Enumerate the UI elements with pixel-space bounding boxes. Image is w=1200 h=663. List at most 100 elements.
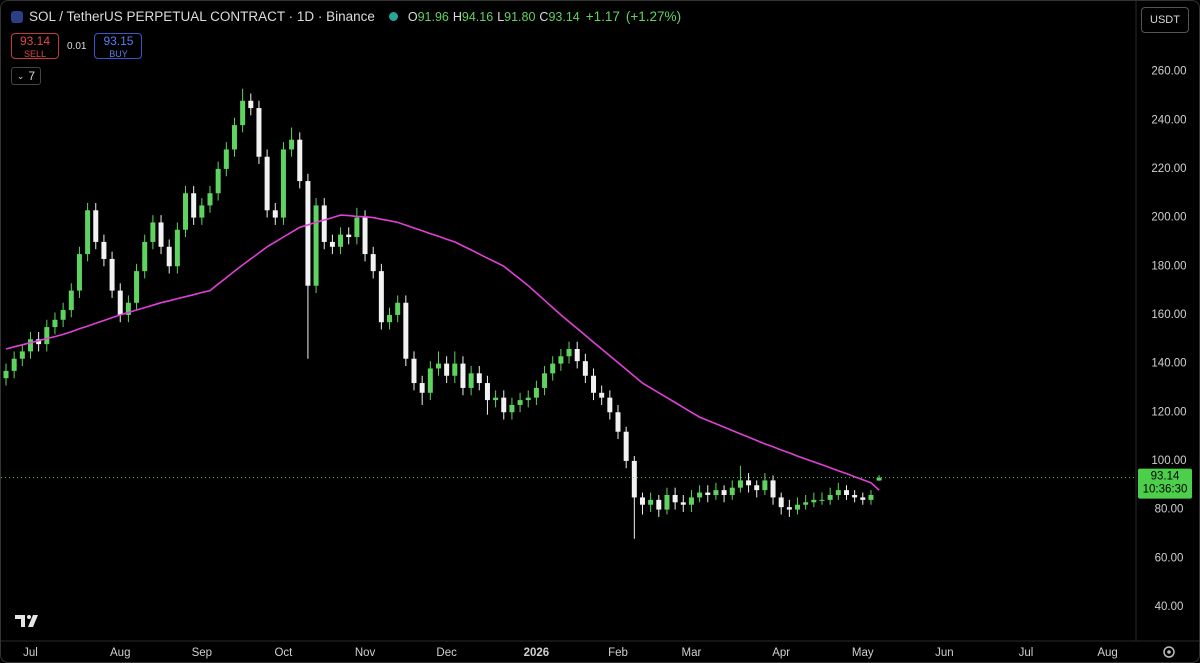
- candle-body: [680, 502, 686, 505]
- candle-body: [3, 370, 9, 379]
- candle-body: [27, 339, 33, 352]
- candle-body: [191, 193, 197, 218]
- candle-body: [656, 499, 662, 510]
- currency: USDT: [1150, 14, 1180, 26]
- candle-body: [215, 168, 221, 194]
- candle-body: [525, 397, 531, 401]
- buy-label: BUY: [109, 49, 128, 59]
- symbol-icon: [11, 10, 23, 23]
- candle-body: [762, 480, 768, 491]
- candle-body: [256, 108, 262, 157]
- candle-body: [403, 302, 409, 359]
- x-tick-label: Aug: [110, 647, 130, 659]
- candle-body: [770, 480, 776, 498]
- candle-body: [321, 205, 327, 242]
- candle-body: [566, 348, 572, 357]
- candle-body: [631, 460, 637, 498]
- sell-price: 93.14: [19, 34, 51, 48]
- candle-body: [76, 254, 82, 291]
- moving-average: [5, 214, 880, 491]
- market-status: [388, 12, 398, 21]
- candle-body: [484, 383, 490, 401]
- ohlc-value: 93.14: [548, 9, 580, 24]
- last-price-box: [1138, 468, 1192, 499]
- candle-body: [493, 397, 499, 401]
- candle-body: [411, 358, 417, 384]
- spread: 0.01: [67, 40, 87, 52]
- candle-body: [876, 477, 882, 481]
- candle-body: [248, 100, 254, 109]
- candle-body: [370, 254, 376, 272]
- candle-body: [811, 499, 817, 503]
- candle-body: [174, 229, 180, 267]
- candle-body: [737, 480, 743, 488]
- currency-button[interactable]: USDT: [1141, 7, 1189, 33]
- candle-body: [827, 494, 833, 500]
- x-tick-label: Dec: [436, 647, 457, 659]
- candle-body: [550, 363, 556, 374]
- candle-body: [297, 139, 303, 182]
- sell-label: SELL: [23, 49, 47, 59]
- candle-body: [346, 234, 352, 238]
- candle-body: [264, 156, 270, 211]
- candle-body: [305, 181, 311, 286]
- candle-body: [101, 241, 107, 259]
- y-tick-label: 160.00: [1151, 309, 1186, 321]
- symbol-header: SOL / TetherUS PERPETUAL CONTRACT · 1D ·…: [11, 9, 681, 24]
- candle-body: [117, 290, 123, 315]
- candle-body: [533, 387, 539, 398]
- candle-body: [36, 339, 42, 345]
- candle-body: [591, 375, 597, 393]
- trade-panel: 93.14 SELL 0.01 93.15 BUY: [11, 33, 143, 59]
- candle-body: [623, 431, 629, 461]
- candle-body: [435, 363, 441, 369]
- ohlc-item: C93.14: [539, 10, 579, 24]
- candle-body: [329, 241, 335, 247]
- candle-body: [607, 397, 613, 413]
- candle-body: [93, 210, 99, 242]
- candle-body: [509, 404, 515, 413]
- candle-body: [860, 497, 866, 500]
- candle-body: [223, 149, 229, 169]
- y-tick-label: 240.00: [1151, 114, 1186, 126]
- candle-body: [11, 358, 17, 371]
- ohlc-key: H: [452, 9, 462, 24]
- candle-body: [819, 499, 825, 501]
- candle-body: [697, 492, 703, 498]
- change: +1.17: [585, 9, 620, 24]
- candle-body: [558, 356, 564, 364]
- y-tick-label: 100.00: [1151, 455, 1186, 467]
- candle-body: [166, 246, 172, 267]
- buy-button[interactable]: 93.15 BUY: [94, 33, 143, 59]
- candle-body: [150, 222, 156, 242]
- x-tick-label: Mar: [682, 647, 702, 659]
- candle-body: [843, 490, 849, 495]
- sell-button[interactable]: 93.14 SELL: [11, 33, 59, 59]
- x-tick-label: May: [852, 647, 874, 659]
- symbol-title[interactable]: SOL / TetherUS PERPETUAL CONTRACT · 1D ·…: [29, 9, 375, 24]
- settings-icon[interactable]: [1163, 646, 1175, 658]
- candle-body: [476, 373, 482, 384]
- candle-body: [68, 290, 74, 311]
- indicators-count: 7: [28, 69, 36, 83]
- ohlc-item: O91.96: [408, 10, 449, 24]
- y-tick-label: 40.00: [1155, 601, 1184, 613]
- candle-body: [85, 210, 91, 255]
- candle-body: [183, 193, 189, 230]
- candle-body: [729, 487, 735, 495]
- candle-body: [60, 310, 66, 320]
- candle-body: [395, 302, 401, 315]
- candle-body: [19, 351, 25, 359]
- candle-body: [52, 319, 58, 328]
- candle-body: [574, 348, 580, 362]
- candle-body: [231, 125, 237, 150]
- candle-body: [289, 139, 295, 150]
- indicators-toggle[interactable]: ⌄ 7: [11, 67, 41, 85]
- ohlc-key: C: [539, 9, 549, 24]
- y-tick-label: 80.00: [1155, 504, 1184, 516]
- candle-body: [688, 497, 694, 505]
- x-tick-label: Jul: [1019, 647, 1034, 659]
- candle-body: [427, 368, 433, 393]
